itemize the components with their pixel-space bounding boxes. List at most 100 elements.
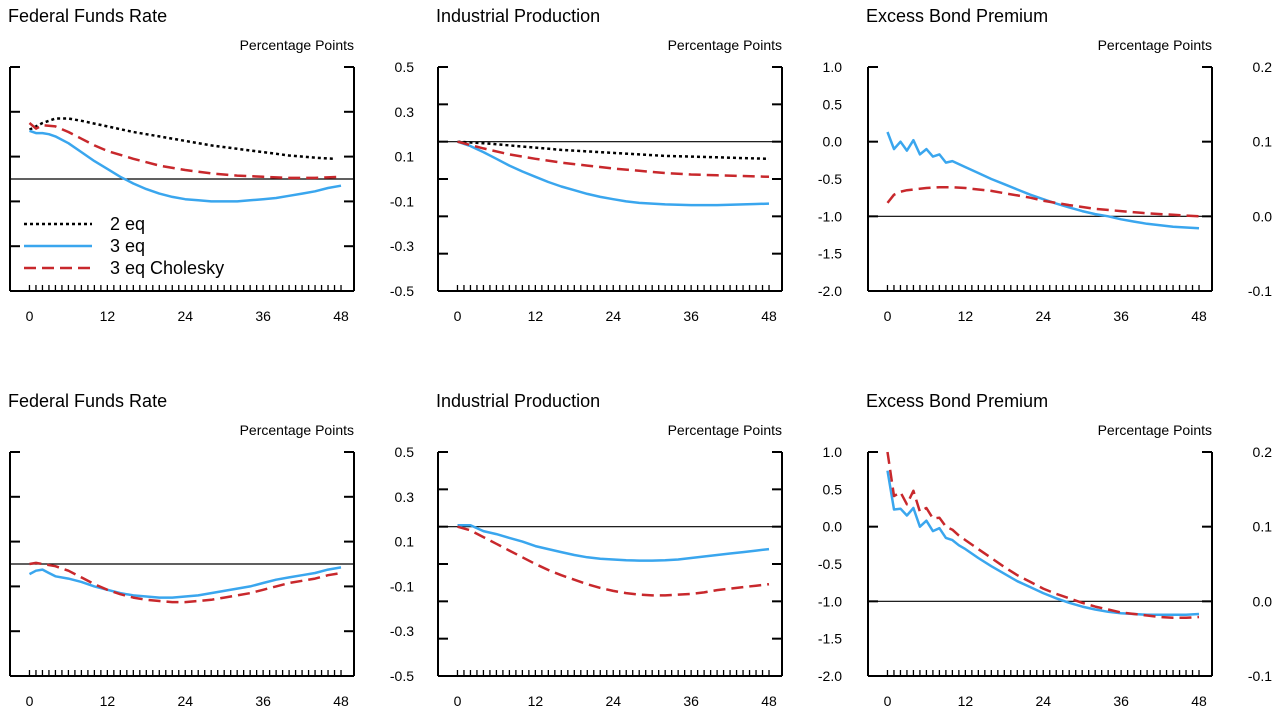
- series-line-3-eq-cholesky: [457, 140, 770, 179]
- series-line-3-eq: [457, 140, 770, 207]
- chart-panel-4: Industrial Production Percentage Points 1.…: [436, 391, 842, 709]
- y-tick-label: 0.1: [395, 149, 415, 165]
- y-tick-label: 0.5: [823, 481, 843, 497]
- y-tick-label: 0.5: [823, 96, 843, 112]
- unit-label: Percentage Points: [668, 37, 782, 53]
- x-tick-label: 0: [26, 693, 34, 709]
- series-line-3-eq-cholesky: [457, 525, 770, 597]
- x-tick-label: 12: [100, 308, 116, 324]
- x-tick-label: 12: [528, 308, 544, 324]
- y-tick-label: -0.1: [390, 578, 414, 594]
- y-tick-label: 1.0: [823, 444, 843, 460]
- series-line-2-eq: [28, 117, 335, 161]
- x-tick-label: 0: [454, 693, 462, 709]
- y-tick-label: -0.3: [390, 623, 414, 639]
- legend: 2 eq3 eq3 eq Cholesky: [24, 214, 224, 278]
- panel-title: Excess Bond Premium: [866, 6, 1048, 26]
- panel-title: Excess Bond Premium: [866, 391, 1048, 411]
- y-tick-label: 0.2: [1253, 59, 1273, 75]
- series-line-3-eq-cholesky: [28, 122, 342, 180]
- y-tick-label: -0.5: [818, 171, 842, 187]
- panel-title: Federal Funds Rate: [8, 6, 167, 26]
- x-tick-label: 24: [605, 308, 621, 324]
- y-tick-label: 1.0: [823, 59, 843, 75]
- x-tick-label: 48: [1191, 308, 1207, 324]
- x-tick-label: 48: [1191, 693, 1207, 709]
- y-tick-label: 0.3: [395, 104, 415, 120]
- x-tick-label: 48: [333, 693, 349, 709]
- x-tick-label: 12: [958, 308, 974, 324]
- unit-label: Percentage Points: [668, 422, 782, 438]
- x-tick-label: 36: [1113, 693, 1129, 709]
- y-tick-label: -0.1: [1248, 668, 1272, 684]
- y-tick-label: -1.5: [818, 246, 842, 262]
- y-tick-label: -1.0: [818, 593, 842, 609]
- x-tick-label: 24: [177, 308, 193, 324]
- panel-title: Federal Funds Rate: [8, 391, 167, 411]
- series-line-3-eq: [886, 470, 1200, 617]
- x-tick-label: 24: [605, 693, 621, 709]
- y-tick-label: -1.0: [818, 208, 842, 224]
- panel-title: Industrial Production: [436, 6, 600, 26]
- series-line-3-eq-cholesky: [886, 451, 1200, 620]
- x-tick-label: 12: [958, 693, 974, 709]
- legend-label: 3 eq Cholesky: [110, 258, 224, 278]
- y-tick-label: 0.3: [395, 489, 415, 505]
- series-line-3-eq-cholesky: [29, 561, 342, 604]
- x-tick-label: 0: [884, 693, 892, 709]
- y-tick-label: -0.5: [818, 556, 842, 572]
- y-tick-label: -2.0: [818, 283, 842, 299]
- x-tick-label: 12: [100, 693, 116, 709]
- y-tick-label: 0.5: [395, 59, 415, 75]
- series-line-3-eq: [886, 131, 1200, 230]
- y-tick-label: 0.0: [823, 134, 843, 150]
- y-tick-label: 0.1: [395, 534, 415, 550]
- series-line-3-eq: [28, 566, 342, 599]
- chart-panel-3: Federal Funds Rate Percentage Points 0.5 0.…: [8, 391, 414, 709]
- x-tick-label: 0: [884, 308, 892, 324]
- series-line-2-eq: [457, 140, 770, 161]
- unit-label: Percentage Points: [240, 37, 354, 53]
- y-tick-label: 0.5: [395, 444, 415, 460]
- y-tick-label: 0.2: [1253, 444, 1273, 460]
- y-tick-label: -0.3: [390, 238, 414, 254]
- y-tick-label: -0.5: [390, 668, 414, 684]
- x-tick-label: 24: [177, 693, 193, 709]
- y-tick-label: -1.5: [818, 631, 842, 647]
- chart-panel-0: Federal Funds Rate Percentage Points 0.5 0.…: [8, 6, 414, 324]
- legend-label: 3 eq: [110, 236, 145, 256]
- y-tick-label: 0.1: [1253, 519, 1273, 535]
- x-tick-label: 48: [333, 308, 349, 324]
- series-line-3-eq: [29, 129, 342, 203]
- x-tick-label: 36: [255, 308, 271, 324]
- unit-label: Percentage Points: [1098, 422, 1212, 438]
- y-tick-label: 0.0: [1253, 208, 1273, 224]
- unit-label: Percentage Points: [240, 422, 354, 438]
- x-tick-label: 36: [1113, 308, 1129, 324]
- x-tick-label: 48: [761, 308, 777, 324]
- x-tick-label: 0: [26, 308, 34, 324]
- y-tick-label: 0.0: [1253, 593, 1273, 609]
- x-tick-label: 48: [761, 693, 777, 709]
- y-tick-label: -0.5: [390, 283, 414, 299]
- x-tick-label: 0: [454, 308, 462, 324]
- y-tick-label: -2.0: [818, 668, 842, 684]
- unit-label: Percentage Points: [1098, 37, 1212, 53]
- x-tick-label: 36: [683, 693, 699, 709]
- y-tick-label: 0.1: [1253, 134, 1273, 150]
- y-tick-label: -0.1: [1248, 283, 1272, 299]
- legend-label: 2 eq: [110, 214, 145, 234]
- x-tick-label: 24: [1035, 308, 1051, 324]
- x-tick-label: 36: [683, 308, 699, 324]
- panel-title: Industrial Production: [436, 391, 600, 411]
- x-tick-label: 24: [1035, 693, 1051, 709]
- x-tick-label: 36: [255, 693, 271, 709]
- x-tick-label: 12: [528, 693, 544, 709]
- y-tick-label: -0.1: [390, 193, 414, 209]
- chart-panel-1: Industrial Production Percentage Points 1.…: [436, 6, 842, 324]
- chart-panel-2: Excess Bond Premium Percentage Points 0.2 0…: [866, 6, 1272, 324]
- y-tick-label: 0.0: [823, 519, 843, 535]
- series-line-3-eq-cholesky: [886, 185, 1200, 218]
- chart-panel-5: Excess Bond Premium Percentage Points 0.2 0…: [866, 391, 1272, 709]
